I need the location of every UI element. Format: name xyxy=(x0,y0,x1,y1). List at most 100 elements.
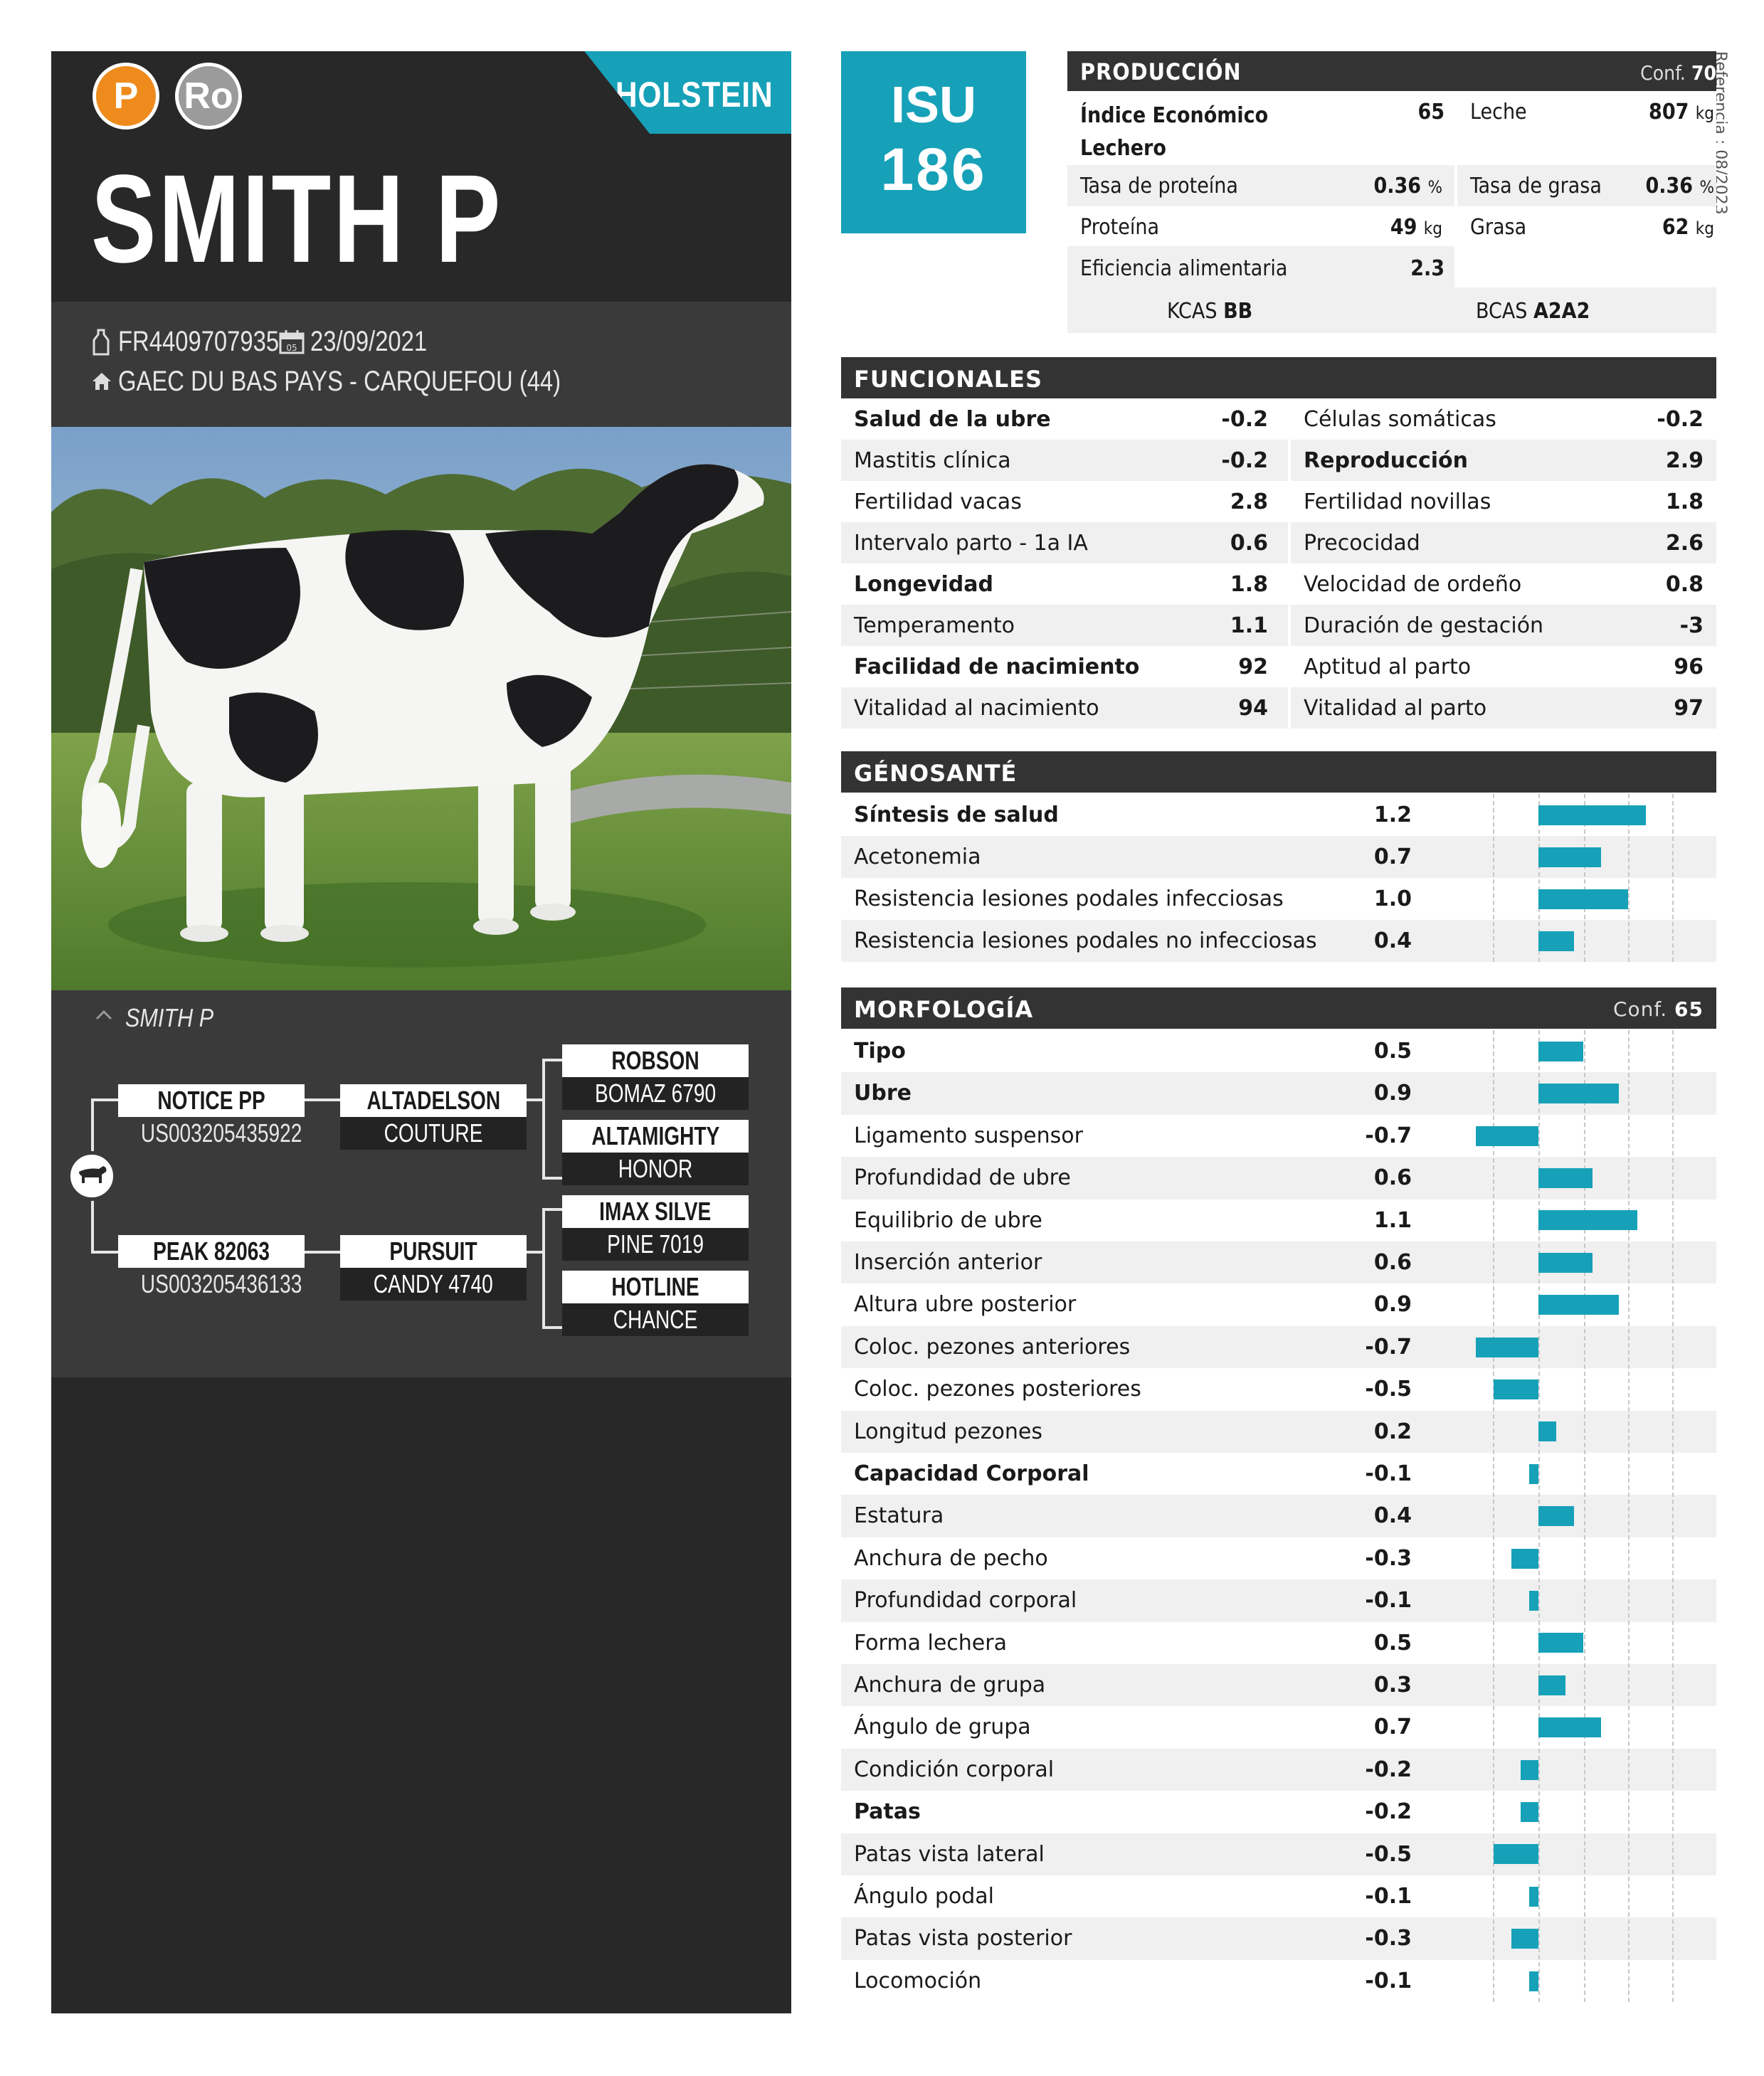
morfologia-label: Locomoción xyxy=(854,1968,982,1993)
morfologia-bar xyxy=(1538,1210,1637,1231)
func-label: Salud de la ubre xyxy=(854,407,1051,432)
genosante-row: Resistencia lesiones podales infecciosas… xyxy=(841,878,1716,920)
morfologia-label: Patas vista posterior xyxy=(854,1926,1072,1951)
morfologia-conf: Conf. 65 xyxy=(1612,997,1704,1021)
genosante-band: GÉNOSANTÉ xyxy=(841,751,1716,793)
func-value: 0.6 xyxy=(1230,531,1268,556)
tg-value: 0.36 % xyxy=(1645,174,1714,198)
func-divider xyxy=(1288,398,1291,729)
grid-line xyxy=(1628,794,1630,962)
morfologia-value: 0.3 xyxy=(1373,1673,1412,1698)
func-label: Facilidad de nacimiento xyxy=(854,655,1140,679)
func-label: Velocidad de ordeño xyxy=(1304,572,1522,597)
morfologia-row: Patas -0.2 xyxy=(841,1791,1716,1833)
ped-line xyxy=(305,1098,340,1101)
morfologia-label: Tipo xyxy=(854,1039,906,1064)
morfologia-label: Coloc. pezones anteriores xyxy=(854,1334,1131,1360)
ssd-name: ALTAMIGHTY xyxy=(562,1120,749,1153)
breeder: GAEC DU BAS PAYS - CARQUEFOU (44) xyxy=(118,366,561,397)
tp-value: 0.36 % xyxy=(1373,174,1442,198)
func-label: Vitalidad al parto xyxy=(1304,696,1487,721)
morfologia-row: Ángulo podal -0.1 xyxy=(841,1875,1716,1917)
prot-value: 49 kg xyxy=(1390,215,1442,240)
ped-line xyxy=(91,1251,118,1254)
morfologia-value: -0.3 xyxy=(1365,1926,1412,1951)
produccion-band xyxy=(1067,51,1716,91)
morfologia-label: Patas vista lateral xyxy=(854,1841,1045,1867)
badge-p: P xyxy=(93,63,159,129)
func-label: Mastitis clínica xyxy=(854,448,1011,473)
morfologia-value: -0.1 xyxy=(1365,1884,1412,1909)
svg-text:05: 05 xyxy=(286,343,297,353)
morfologia-bar xyxy=(1538,1167,1593,1188)
morfologia-label: Estatura xyxy=(854,1503,944,1529)
grid-line xyxy=(1493,794,1494,962)
morfologia-row: Capacidad Corporal -0.1 xyxy=(841,1453,1716,1495)
sss-sub: BOMAZ 6790 xyxy=(562,1077,749,1110)
func-label: Fertilidad novillas xyxy=(1304,489,1491,514)
cow-icon xyxy=(67,1151,117,1201)
bottle-icon xyxy=(93,329,110,356)
grid-line xyxy=(1672,1030,1674,2003)
func-label: Células somáticas xyxy=(1304,407,1496,432)
funcionales-title: FUNCIONALES xyxy=(854,366,1043,393)
func-label: Precocidad xyxy=(1304,531,1420,556)
morfologia-bar xyxy=(1520,1801,1538,1822)
morfologia-row: Longitud pezones 0.2 xyxy=(841,1410,1716,1453)
funcionales-row: Intervalo parto - 1a IA 0.6 Precocidad 2.6 xyxy=(841,522,1716,563)
morfologia-bar xyxy=(1494,1379,1538,1399)
morfologia-value: 0.9 xyxy=(1373,1292,1412,1318)
info-block xyxy=(51,302,791,427)
kcas: KCAS BB xyxy=(1167,299,1253,324)
func-label: Aptitud al parto xyxy=(1304,655,1472,679)
grasa-label: Grasa xyxy=(1470,215,1527,240)
dam-sire-sub: CANDY 4740 xyxy=(340,1268,527,1301)
morfologia-bar xyxy=(1529,1971,1538,1991)
grid-line xyxy=(1538,794,1540,962)
morfologia-value: 0.6 xyxy=(1373,1165,1412,1191)
func-label: Fertilidad vacas xyxy=(854,489,1022,514)
funcionales-row: Facilidad de nacimiento 92 Aptitud al part… xyxy=(841,646,1716,687)
ef-value: 2.3 xyxy=(1410,256,1445,281)
genosante-label: Síntesis de salud xyxy=(854,803,1059,827)
produccion-title: PRODUCCIÓN xyxy=(1080,58,1242,85)
func-value: 0.8 xyxy=(1665,572,1704,597)
bull-name: SMITH P xyxy=(91,149,503,289)
morfologia-label: Forma lechera xyxy=(854,1630,1007,1656)
morfologia-value: -0.2 xyxy=(1365,1799,1412,1825)
morfologia-row: Locomoción -0.1 xyxy=(841,1960,1716,2002)
grid-line xyxy=(1628,1030,1630,2003)
morfologia-value: 0.5 xyxy=(1373,1630,1412,1656)
funcionales-band: FUNCIONALES xyxy=(841,357,1716,398)
func-value: -0.2 xyxy=(1657,407,1704,432)
func-value: 2.8 xyxy=(1230,489,1268,514)
morfologia-bar xyxy=(1494,1844,1538,1865)
dam-id: US003205436133 xyxy=(140,1269,302,1298)
bcas: BCAS A2A2 xyxy=(1476,299,1590,324)
morfologia-bar xyxy=(1520,1759,1538,1780)
prod-row-bg xyxy=(1067,206,1716,246)
morfologia-label: Altura ubre posterior xyxy=(854,1292,1077,1318)
morfologia-row: Patas vista posterior -0.3 xyxy=(841,1917,1716,1960)
ped-line xyxy=(527,1098,544,1101)
morfologia-row: Anchura de pecho -0.3 xyxy=(841,1537,1716,1579)
func-value: 2.9 xyxy=(1665,448,1704,473)
morfologia-bar xyxy=(1538,1295,1620,1315)
isu-box: ISU 186 xyxy=(841,51,1026,233)
genosante-value: 1.2 xyxy=(1373,803,1412,827)
morfologia-value: 0.6 xyxy=(1373,1250,1412,1275)
dam-name: PEAK 82063 xyxy=(118,1235,305,1268)
grid-line xyxy=(1672,794,1674,962)
morfologia-label: Capacidad Corporal xyxy=(854,1461,1089,1486)
morfologia-label: Ubre xyxy=(854,1081,912,1106)
morfologia-title: MORFOLOGÍA xyxy=(854,996,1034,1023)
produccion-conf: Conf. 70 xyxy=(1640,61,1716,85)
grasa-value: 62 kg xyxy=(1662,215,1714,240)
funcionales-row: Vitalidad al nacimiento 94 Vitalidad al pa… xyxy=(841,687,1716,729)
genosante-label: Acetonemia xyxy=(854,844,981,869)
genosante-bar xyxy=(1538,889,1628,909)
leche-value: 807 kg xyxy=(1649,100,1714,125)
prod-divider xyxy=(1454,91,1457,287)
ped-line xyxy=(542,1059,545,1178)
func-label: Vitalidad al nacimiento xyxy=(854,696,1099,721)
